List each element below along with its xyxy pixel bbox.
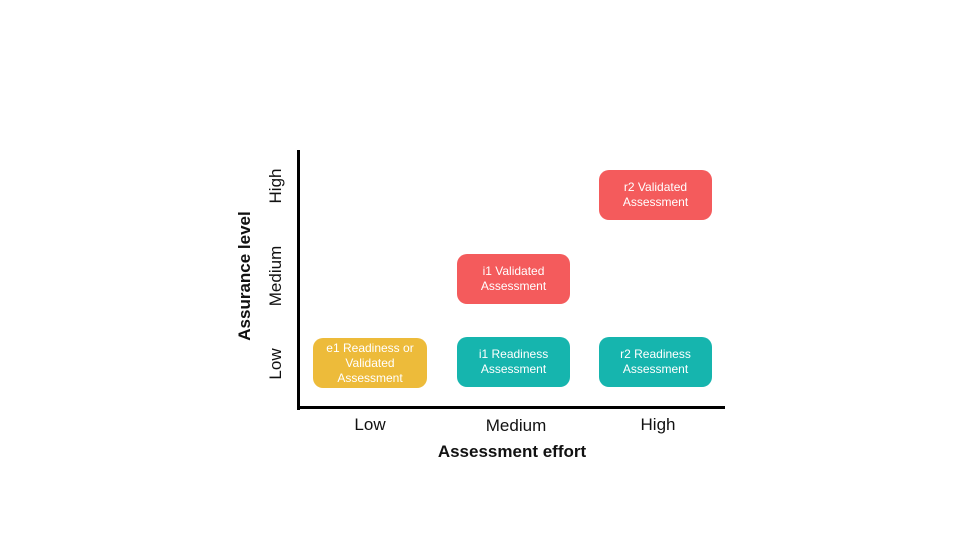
- x-axis-line: [297, 406, 725, 409]
- box-i1-readiness: i1 Readiness Assessment: [457, 337, 570, 387]
- y-tick-low: Low: [266, 348, 285, 380]
- x-tick-low: Low: [354, 415, 386, 434]
- box-r2-readiness: r2 Readiness Assessment: [599, 337, 712, 387]
- x-tick-high: High: [640, 415, 676, 434]
- y-tick-high: High: [266, 168, 285, 204]
- box-i1-validated: i1 Validated Assessment: [457, 254, 570, 304]
- box-r2-validated: r2 Validated Assessment: [599, 170, 712, 220]
- y-axis-line: [297, 150, 300, 410]
- x-axis-title: Assessment effort: [437, 442, 587, 461]
- x-tick-medium: Medium: [485, 416, 547, 435]
- box-e1-readiness-or-validated: e1 Readiness or Validated Assessment: [313, 338, 427, 388]
- y-axis-title: Assurance level: [235, 211, 254, 341]
- y-tick-medium: Medium: [266, 245, 285, 307]
